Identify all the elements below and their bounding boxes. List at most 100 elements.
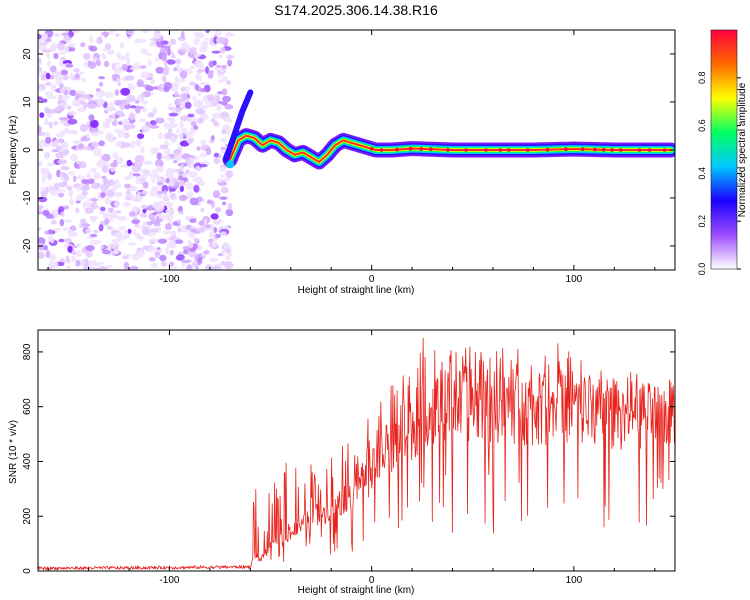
noise-blob	[78, 224, 86, 228]
noise-blob	[174, 153, 181, 160]
noise-blob	[64, 174, 69, 181]
noise-blob	[104, 43, 112, 50]
noise-blob	[142, 208, 147, 214]
noise-blob	[134, 223, 140, 228]
noise-blob	[197, 90, 202, 97]
noise-blob	[221, 129, 227, 135]
noise-blob	[185, 182, 194, 190]
noise-blob	[73, 100, 80, 107]
noise-blob	[140, 204, 148, 209]
noise-blob	[194, 53, 202, 58]
noise-blob	[108, 212, 117, 219]
spectrogram-heatmap	[38, 30, 675, 270]
noise-blob	[197, 117, 204, 124]
noise-blob	[220, 186, 229, 194]
noise-blob	[41, 49, 52, 53]
noise-blob	[212, 265, 220, 270]
noise-blob	[124, 119, 130, 126]
noise-blob	[78, 96, 83, 102]
noise-blob	[208, 242, 213, 248]
noise-blob	[57, 159, 68, 165]
noise-blob	[90, 119, 99, 128]
noise-blob	[47, 229, 54, 235]
noise-blob	[174, 91, 179, 98]
ridge-hot-spot	[419, 147, 424, 151]
noise-blob	[208, 60, 215, 68]
noise-blob	[102, 212, 110, 220]
noise-blob	[159, 144, 169, 150]
noise-blob	[168, 112, 179, 117]
noise-blob	[90, 198, 98, 202]
noise-blob	[212, 101, 218, 107]
noise-blob	[215, 207, 222, 213]
noise-blob	[163, 122, 170, 130]
noise-blob	[186, 136, 194, 145]
noise-blob	[226, 80, 231, 86]
noise-blob	[58, 51, 67, 55]
colorbar-label: Normalized spectral amplitude	[737, 82, 748, 217]
noise-blob	[212, 259, 216, 263]
noise-blob	[182, 135, 188, 139]
noise-blob	[42, 209, 50, 216]
noise-blob	[93, 148, 103, 157]
noise-blob	[213, 36, 218, 45]
noise-blob	[140, 125, 151, 133]
noise-blob	[105, 134, 114, 141]
noise-blob	[86, 171, 92, 180]
noise-blob	[60, 211, 65, 217]
noise-blob	[187, 113, 195, 118]
ridge-onset-spot	[226, 160, 235, 169]
noise-blob	[200, 139, 207, 146]
noise-blob	[192, 177, 198, 182]
noise-blob	[162, 79, 167, 83]
colorbar-tick-label: 0.0	[697, 263, 707, 276]
noise-blob	[85, 132, 91, 139]
colorbar-axis: 0.0 0.2 0.4 0.6 0.8	[697, 72, 741, 276]
noise-blob	[97, 130, 105, 135]
noise-blob	[38, 96, 43, 101]
noise-blob	[84, 207, 94, 214]
noise-blob	[218, 54, 223, 59]
noise-blob	[226, 252, 233, 257]
noise-blob	[152, 106, 158, 115]
noise-blob	[211, 112, 222, 119]
y-tick-label: 0	[22, 147, 33, 153]
noise-blob	[151, 185, 160, 192]
noise-blob	[64, 219, 72, 224]
noise-blob	[87, 96, 92, 102]
noise-blob	[116, 52, 122, 59]
noise-blob	[69, 89, 77, 96]
noise-blob	[225, 248, 231, 253]
noise-blob	[174, 75, 179, 82]
noise-blob	[46, 143, 52, 147]
noise-blob	[200, 252, 206, 257]
noise-blob	[66, 265, 71, 270]
noise-blob	[96, 160, 107, 168]
noise-blob	[127, 228, 132, 234]
colorbar-tick-label: 0.6	[697, 119, 707, 132]
ridge-hot-spot	[507, 148, 511, 152]
noise-blob	[181, 228, 190, 233]
snr-axes: -100 0 100 0 200 400 600 800	[22, 330, 675, 586]
noise-blob	[71, 130, 79, 135]
noise-blob	[67, 105, 72, 110]
noise-blob	[135, 175, 141, 182]
noise-blob	[207, 72, 214, 79]
noise-blob	[60, 56, 67, 62]
noise-blob	[149, 228, 159, 233]
noise-blob	[210, 135, 215, 141]
noise-blob	[200, 105, 209, 110]
noise-blob	[52, 261, 59, 269]
noise-blob	[207, 94, 214, 102]
noise-blob	[81, 191, 88, 196]
noise-blob	[104, 92, 114, 98]
noise-blob	[139, 118, 147, 123]
noise-blob	[61, 32, 69, 36]
noise-blob	[211, 50, 221, 54]
noise-blob	[193, 184, 200, 193]
noise-blob	[219, 196, 228, 200]
noise-blob	[47, 162, 54, 167]
noise-blob	[163, 65, 170, 74]
noise-blob	[94, 240, 103, 243]
